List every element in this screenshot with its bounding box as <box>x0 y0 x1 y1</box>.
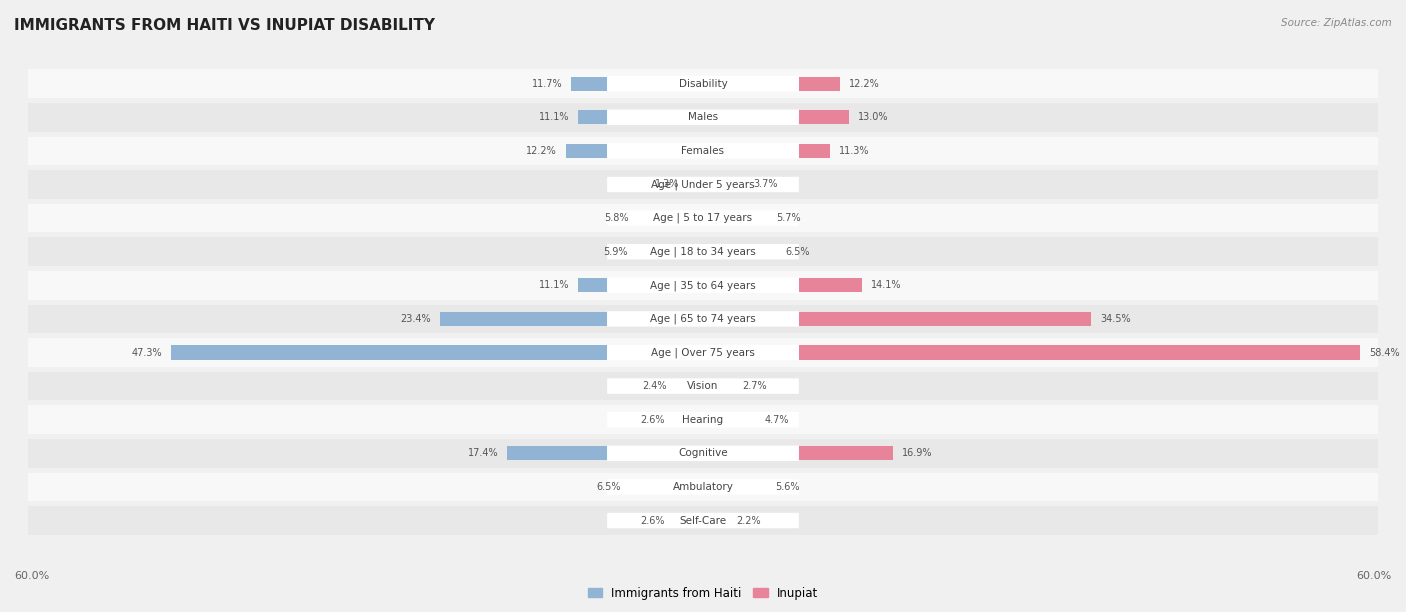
Bar <box>799 446 893 460</box>
Text: 5.9%: 5.9% <box>603 247 627 256</box>
Bar <box>28 136 1378 165</box>
FancyBboxPatch shape <box>607 513 799 528</box>
Text: Age | Under 5 years: Age | Under 5 years <box>651 179 755 190</box>
Text: 2.2%: 2.2% <box>737 515 762 526</box>
Bar <box>28 237 1378 266</box>
Text: 5.8%: 5.8% <box>605 213 628 223</box>
Text: 60.0%: 60.0% <box>14 572 49 581</box>
Text: 47.3%: 47.3% <box>131 348 162 357</box>
Text: 11.3%: 11.3% <box>839 146 869 156</box>
Text: Age | 18 to 34 years: Age | 18 to 34 years <box>650 247 756 257</box>
FancyBboxPatch shape <box>607 412 799 427</box>
Bar <box>28 338 1378 367</box>
Text: 60.0%: 60.0% <box>1357 572 1392 581</box>
Text: Cognitive: Cognitive <box>678 449 728 458</box>
Bar <box>28 305 1378 333</box>
FancyBboxPatch shape <box>607 177 799 192</box>
Text: 23.4%: 23.4% <box>401 314 430 324</box>
Text: 3.7%: 3.7% <box>754 179 778 190</box>
FancyBboxPatch shape <box>607 446 799 461</box>
Text: 11.1%: 11.1% <box>538 280 569 290</box>
Text: Age | Over 75 years: Age | Over 75 years <box>651 347 755 358</box>
Text: Ambulatory: Ambulatory <box>672 482 734 492</box>
Text: 11.7%: 11.7% <box>531 79 562 89</box>
FancyBboxPatch shape <box>607 345 799 360</box>
Text: 6.5%: 6.5% <box>596 482 621 492</box>
Text: 2.7%: 2.7% <box>742 381 768 391</box>
Bar <box>28 405 1378 434</box>
Text: Age | 35 to 64 years: Age | 35 to 64 years <box>650 280 756 291</box>
Bar <box>799 345 1360 360</box>
Text: 16.9%: 16.9% <box>903 449 932 458</box>
Text: Vision: Vision <box>688 381 718 391</box>
Text: 1.3%: 1.3% <box>655 179 679 190</box>
FancyBboxPatch shape <box>607 278 799 293</box>
FancyBboxPatch shape <box>607 143 799 159</box>
Text: 2.6%: 2.6% <box>640 515 665 526</box>
Bar <box>571 76 607 91</box>
Text: Age | 65 to 74 years: Age | 65 to 74 years <box>650 314 756 324</box>
FancyBboxPatch shape <box>607 110 799 125</box>
Text: Disability: Disability <box>679 79 727 89</box>
Bar <box>799 144 830 158</box>
Bar <box>28 271 1378 300</box>
Text: 13.0%: 13.0% <box>858 112 889 122</box>
Bar <box>565 144 607 158</box>
Text: 5.7%: 5.7% <box>776 213 801 223</box>
Text: 4.7%: 4.7% <box>765 415 789 425</box>
Legend: Immigrants from Haiti, Inupiat: Immigrants from Haiti, Inupiat <box>583 582 823 605</box>
Text: 2.6%: 2.6% <box>640 415 665 425</box>
Bar <box>799 76 841 91</box>
Bar <box>508 446 607 460</box>
Bar <box>440 312 607 326</box>
FancyBboxPatch shape <box>607 378 799 394</box>
Bar <box>799 110 849 124</box>
Bar <box>578 278 607 293</box>
Bar <box>799 278 862 293</box>
Bar <box>28 204 1378 233</box>
Text: Self-Care: Self-Care <box>679 515 727 526</box>
Bar <box>28 472 1378 501</box>
Text: 14.1%: 14.1% <box>870 280 901 290</box>
Text: 12.2%: 12.2% <box>849 79 880 89</box>
Text: 5.6%: 5.6% <box>775 482 800 492</box>
Bar <box>799 312 1091 326</box>
Bar <box>28 439 1378 468</box>
Text: Females: Females <box>682 146 724 156</box>
Bar <box>578 110 607 124</box>
FancyBboxPatch shape <box>607 76 799 91</box>
Text: 6.5%: 6.5% <box>785 247 810 256</box>
FancyBboxPatch shape <box>607 211 799 226</box>
FancyBboxPatch shape <box>607 479 799 494</box>
FancyBboxPatch shape <box>607 244 799 259</box>
Text: Males: Males <box>688 112 718 122</box>
Text: 12.2%: 12.2% <box>526 146 557 156</box>
Text: 34.5%: 34.5% <box>1099 314 1130 324</box>
Bar <box>28 372 1378 400</box>
Text: Age | 5 to 17 years: Age | 5 to 17 years <box>654 213 752 223</box>
Text: 2.4%: 2.4% <box>643 381 666 391</box>
Bar <box>28 69 1378 98</box>
Text: 17.4%: 17.4% <box>468 449 498 458</box>
Text: 58.4%: 58.4% <box>1369 348 1399 357</box>
Bar <box>28 170 1378 199</box>
Text: Hearing: Hearing <box>682 415 724 425</box>
Text: Source: ZipAtlas.com: Source: ZipAtlas.com <box>1281 18 1392 28</box>
Bar <box>28 103 1378 132</box>
Bar <box>172 345 607 360</box>
FancyBboxPatch shape <box>607 311 799 327</box>
Bar <box>28 506 1378 535</box>
Text: IMMIGRANTS FROM HAITI VS INUPIAT DISABILITY: IMMIGRANTS FROM HAITI VS INUPIAT DISABIL… <box>14 18 434 34</box>
Text: 11.1%: 11.1% <box>538 112 569 122</box>
